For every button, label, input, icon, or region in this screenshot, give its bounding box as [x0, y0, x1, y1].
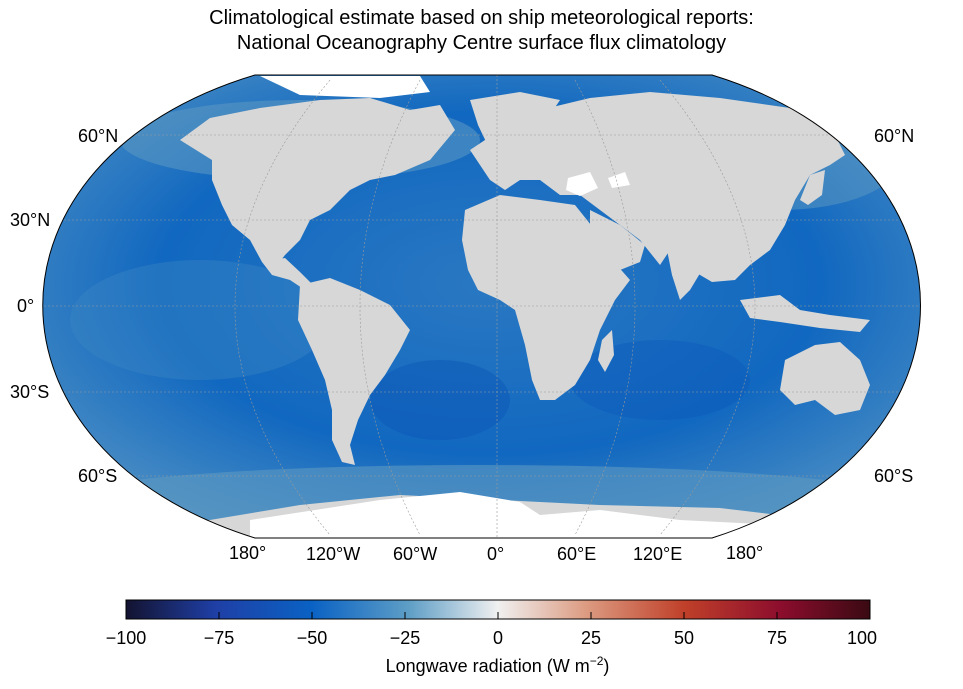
land-japan [800, 170, 825, 205]
lon-label-180-left: 180° [229, 543, 267, 563]
colorbar-label: Longwave radiation (W m−2) [0, 654, 963, 677]
colorbar-tick-label: 100 [846, 628, 878, 648]
land-india [665, 240, 705, 300]
ice-black-sea [608, 172, 630, 188]
lon-label-120w: 120°W [306, 544, 361, 564]
land-central-america [262, 258, 318, 290]
sea-ice [250, 76, 790, 538]
lon-label-60e: 60°E [557, 544, 597, 564]
lat-label-30n-left: 30°N [10, 210, 51, 230]
lat-label-30s-left: 30°S [10, 382, 50, 402]
land-eurasia [470, 92, 845, 282]
land-se-asia-islands [740, 295, 870, 332]
land-australia [780, 342, 870, 415]
land-africa [462, 195, 630, 400]
colorbar-label-end: ) [603, 656, 610, 676]
lon-label-0: 0° [487, 544, 505, 564]
ice-antarctic [250, 492, 790, 538]
title-line-1: Climatological estimate based on ship me… [209, 7, 754, 29]
land-south-america [298, 278, 410, 465]
colorbar-tick-label: 0 [492, 628, 504, 648]
colorbar-tick-label: −100 [105, 628, 147, 648]
lat-label-0-left: 0° [17, 296, 35, 316]
lat-label-60s-left: 60°S [78, 466, 118, 486]
map-title: Climatological estimate based on ship me… [0, 6, 963, 56]
colorbar-tick-label: −75 [203, 628, 235, 648]
lon-label-180-right: 180° [726, 543, 764, 563]
colorbar-label-main: Longwave radiation (W m [385, 656, 590, 676]
ice-arctic [260, 76, 430, 98]
ocean-band-s-indian [570, 340, 750, 420]
lon-label-120e: 120°E [633, 544, 683, 564]
colorbar-ticks [125, 612, 871, 619]
colorbar-tick-label: −25 [389, 628, 421, 648]
land-new-zealand [888, 408, 906, 438]
colorbar-tick-label: 50 [673, 628, 695, 648]
lat-label-60n-left: 60°N [78, 126, 119, 146]
title-line-2: National Oceanography Centre surface flu… [236, 32, 727, 54]
lon-label-60w: 60°W [393, 544, 438, 564]
land-madagascar [598, 330, 614, 372]
ocean-band-east-pacific [70, 260, 330, 380]
land-north-america [180, 98, 455, 268]
colorbar-label-sup: −2 [589, 654, 604, 668]
ocean-band-s-atlantic [370, 360, 510, 440]
globe [42, 75, 921, 538]
lat-label-60s-right: 60°S [874, 466, 914, 486]
colorbar-tick-label: 75 [766, 628, 788, 648]
colorbar-tick-label: 25 [580, 628, 602, 648]
graticule [42, 75, 921, 538]
globe-outline [42, 74, 921, 539]
lat-label-60n-right: 60°N [874, 126, 915, 146]
ice-caspian [566, 172, 598, 196]
colorbar-tick-label: −50 [296, 628, 328, 648]
